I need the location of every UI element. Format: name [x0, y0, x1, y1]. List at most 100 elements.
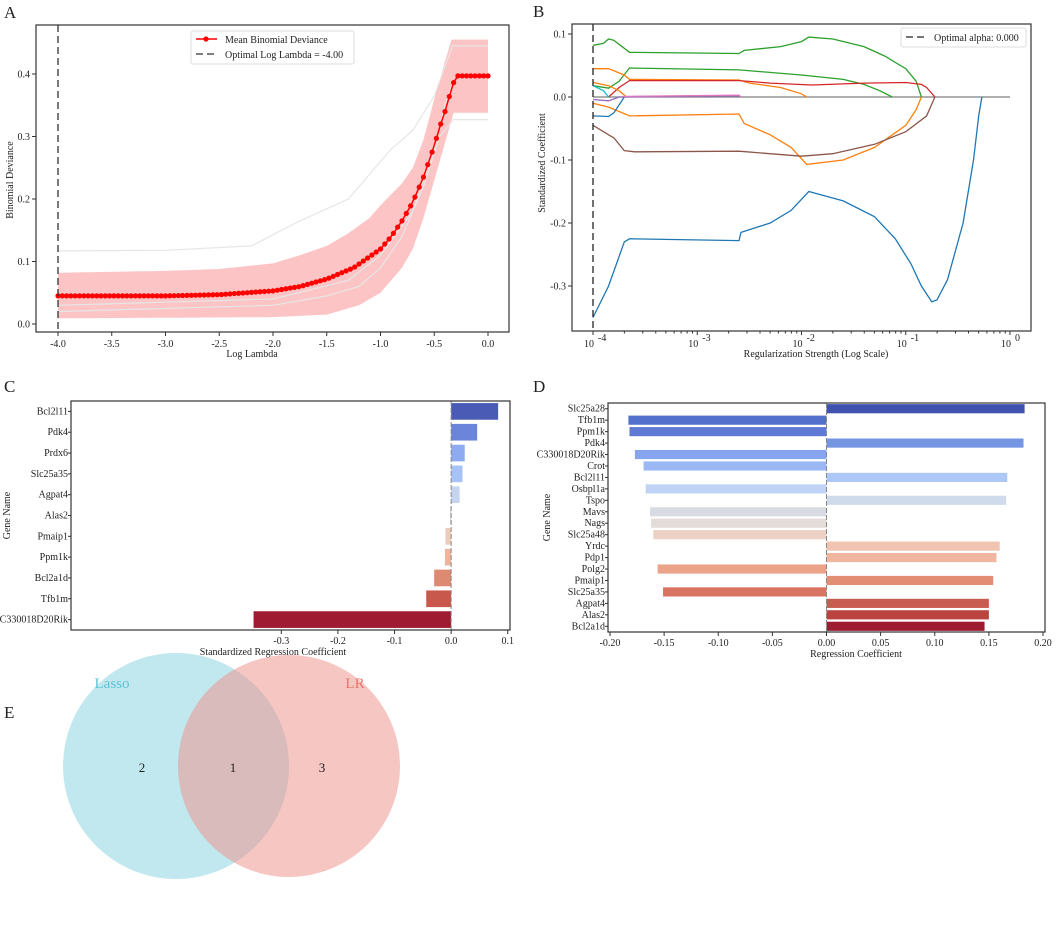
- x-tick-exponent: 0: [1015, 333, 1020, 344]
- mean-deviance-point: [64, 293, 70, 299]
- x-tick-label: -0.5: [426, 339, 442, 350]
- x-tick-label: -0.2: [330, 636, 346, 647]
- bar-agpat4: [451, 486, 460, 504]
- y-tick-label: Slc25a35: [31, 469, 68, 480]
- mean-deviance-point: [485, 73, 491, 79]
- mean-deviance-point: [279, 286, 285, 293]
- mean-deviance-point: [438, 121, 444, 127]
- y-tick-label: -0.2: [550, 219, 566, 230]
- y-tick-label: Pmaip1: [574, 575, 605, 586]
- y-tick-label: Polg2: [582, 564, 605, 575]
- mean-deviance-point: [248, 289, 255, 295]
- bar-bcl2l11: [451, 403, 499, 420]
- legend-box: [190, 30, 355, 65]
- legend-box: [900, 27, 1027, 48]
- bar-pdk4: [826, 438, 1024, 448]
- mean-deviance-point: [154, 293, 160, 299]
- mean-deviance-point: [223, 291, 229, 297]
- x-tick-label: -3.0: [158, 339, 174, 350]
- mean-deviance-point: [373, 249, 379, 255]
- bar-pdp1: [826, 552, 997, 563]
- mean-deviance-point: [429, 149, 435, 155]
- panel-c-lasso-coefficients: Bcl2l11 Pdk4 Prdx6 Slc25a35 Agpat4 Alas2 Pmaip…: [0, 400, 514, 658]
- bar-prdx6: [451, 444, 465, 462]
- x-tick-label: 10: [1001, 339, 1011, 350]
- y-tick-label: Ppm1k: [577, 427, 605, 438]
- mean-deviance-point: [322, 277, 328, 283]
- mean-deviance-point: [115, 293, 121, 299]
- coefficient-path: [592, 36, 923, 98]
- mean-deviance-point: [481, 73, 487, 79]
- bar-nags: [651, 518, 827, 528]
- mean-deviance-point: [317, 278, 323, 284]
- mean-deviance-point: [377, 246, 384, 252]
- mean-deviance-point: [291, 284, 298, 290]
- coefficient-path: [592, 81, 627, 98]
- x-tick-label: -0.15: [654, 638, 675, 649]
- mean-deviance-point: [227, 291, 233, 297]
- panel-d-lr-coefficients: Slc25a28Tfb1mPpm1kPdk4C330018D20RikCrotB…: [537, 402, 1052, 660]
- bar-tfb1m: [628, 415, 827, 425]
- mean-deviance-point: [111, 293, 117, 299]
- coefficient-path: [592, 67, 893, 98]
- mean-deviance-point: [210, 292, 216, 298]
- x-tick-label: 10: [793, 339, 803, 350]
- mean-deviance-point: [236, 290, 242, 296]
- mean-deviance-point: [399, 218, 405, 224]
- x-tick-exponent: -3: [702, 333, 710, 344]
- y-tick-label: Crot: [587, 461, 605, 472]
- y-axis-label: Standardized Coefficient: [537, 113, 548, 213]
- bar-slc25a35: [451, 465, 463, 483]
- y-tick-label: Agpat4: [39, 490, 68, 501]
- bar-osbpl1a: [645, 484, 827, 494]
- bar-ppm1k: [629, 427, 827, 437]
- mean-deviance-point: [446, 93, 452, 100]
- x-tick-label: 0.00: [818, 638, 836, 649]
- x-axis-label: Log Lambda: [226, 349, 278, 360]
- mean-deviance-point: [412, 194, 418, 200]
- venn-circle-lr: [178, 655, 400, 877]
- coefficient-path: [592, 96, 936, 157]
- y-tick-label: Tfb1m: [41, 594, 68, 605]
- x-tick-label: -2.0: [265, 339, 281, 350]
- bar-c330018d20rik: [253, 611, 452, 628]
- venn-count-intersection: 1: [230, 760, 237, 775]
- mean-deviance-point: [162, 293, 169, 299]
- panel-label-e: E: [4, 703, 14, 722]
- mean-deviance-point: [231, 290, 237, 297]
- mean-deviance-point: [472, 73, 478, 79]
- y-axis-label: Binomial Deviance: [5, 141, 16, 219]
- y-tick-label: Agpat4: [576, 598, 605, 609]
- mean-deviance-point: [175, 292, 181, 299]
- venn-label-lr: LR: [345, 676, 364, 692]
- y-tick-label: Pdp1: [584, 553, 605, 564]
- mean-deviance-point: [442, 108, 448, 115]
- mean-deviance-point: [98, 293, 104, 299]
- bar-tspo: [826, 495, 1007, 505]
- y-tick-label: Prdx6: [44, 448, 68, 459]
- y-tick-label: 0.1: [18, 257, 31, 268]
- mean-deviance-point: [390, 230, 396, 236]
- y-tick-label: Bcl2a1d: [35, 573, 68, 584]
- mean-deviance-point: [76, 293, 83, 299]
- mean-deviance-point: [451, 80, 457, 86]
- mean-deviance-point: [360, 258, 366, 264]
- x-tick-label: -0.1: [387, 636, 403, 647]
- bar-mavs: [650, 507, 827, 517]
- y-tick-label: 0.0: [18, 320, 31, 331]
- mean-deviance-point: [167, 293, 173, 299]
- x-tick-label: 10: [584, 339, 594, 350]
- x-tick-exponent: -2: [807, 333, 815, 344]
- mean-deviance-point: [59, 293, 65, 299]
- bar-slc25a28: [826, 404, 1025, 414]
- x-tick-label: 0.20: [1034, 638, 1052, 649]
- mean-deviance-point: [274, 287, 280, 293]
- panel-e-venn: Lasso LR 2 1 3: [63, 653, 400, 879]
- y-tick-label: Osbpl1a: [572, 484, 606, 495]
- y-tick-label: Yrdc: [585, 541, 606, 552]
- mean-deviance-point: [132, 293, 138, 299]
- mean-deviance-point: [408, 203, 414, 209]
- y-tick-label: Ppm1k: [40, 552, 68, 563]
- bar-bcl2a1d: [826, 621, 985, 631]
